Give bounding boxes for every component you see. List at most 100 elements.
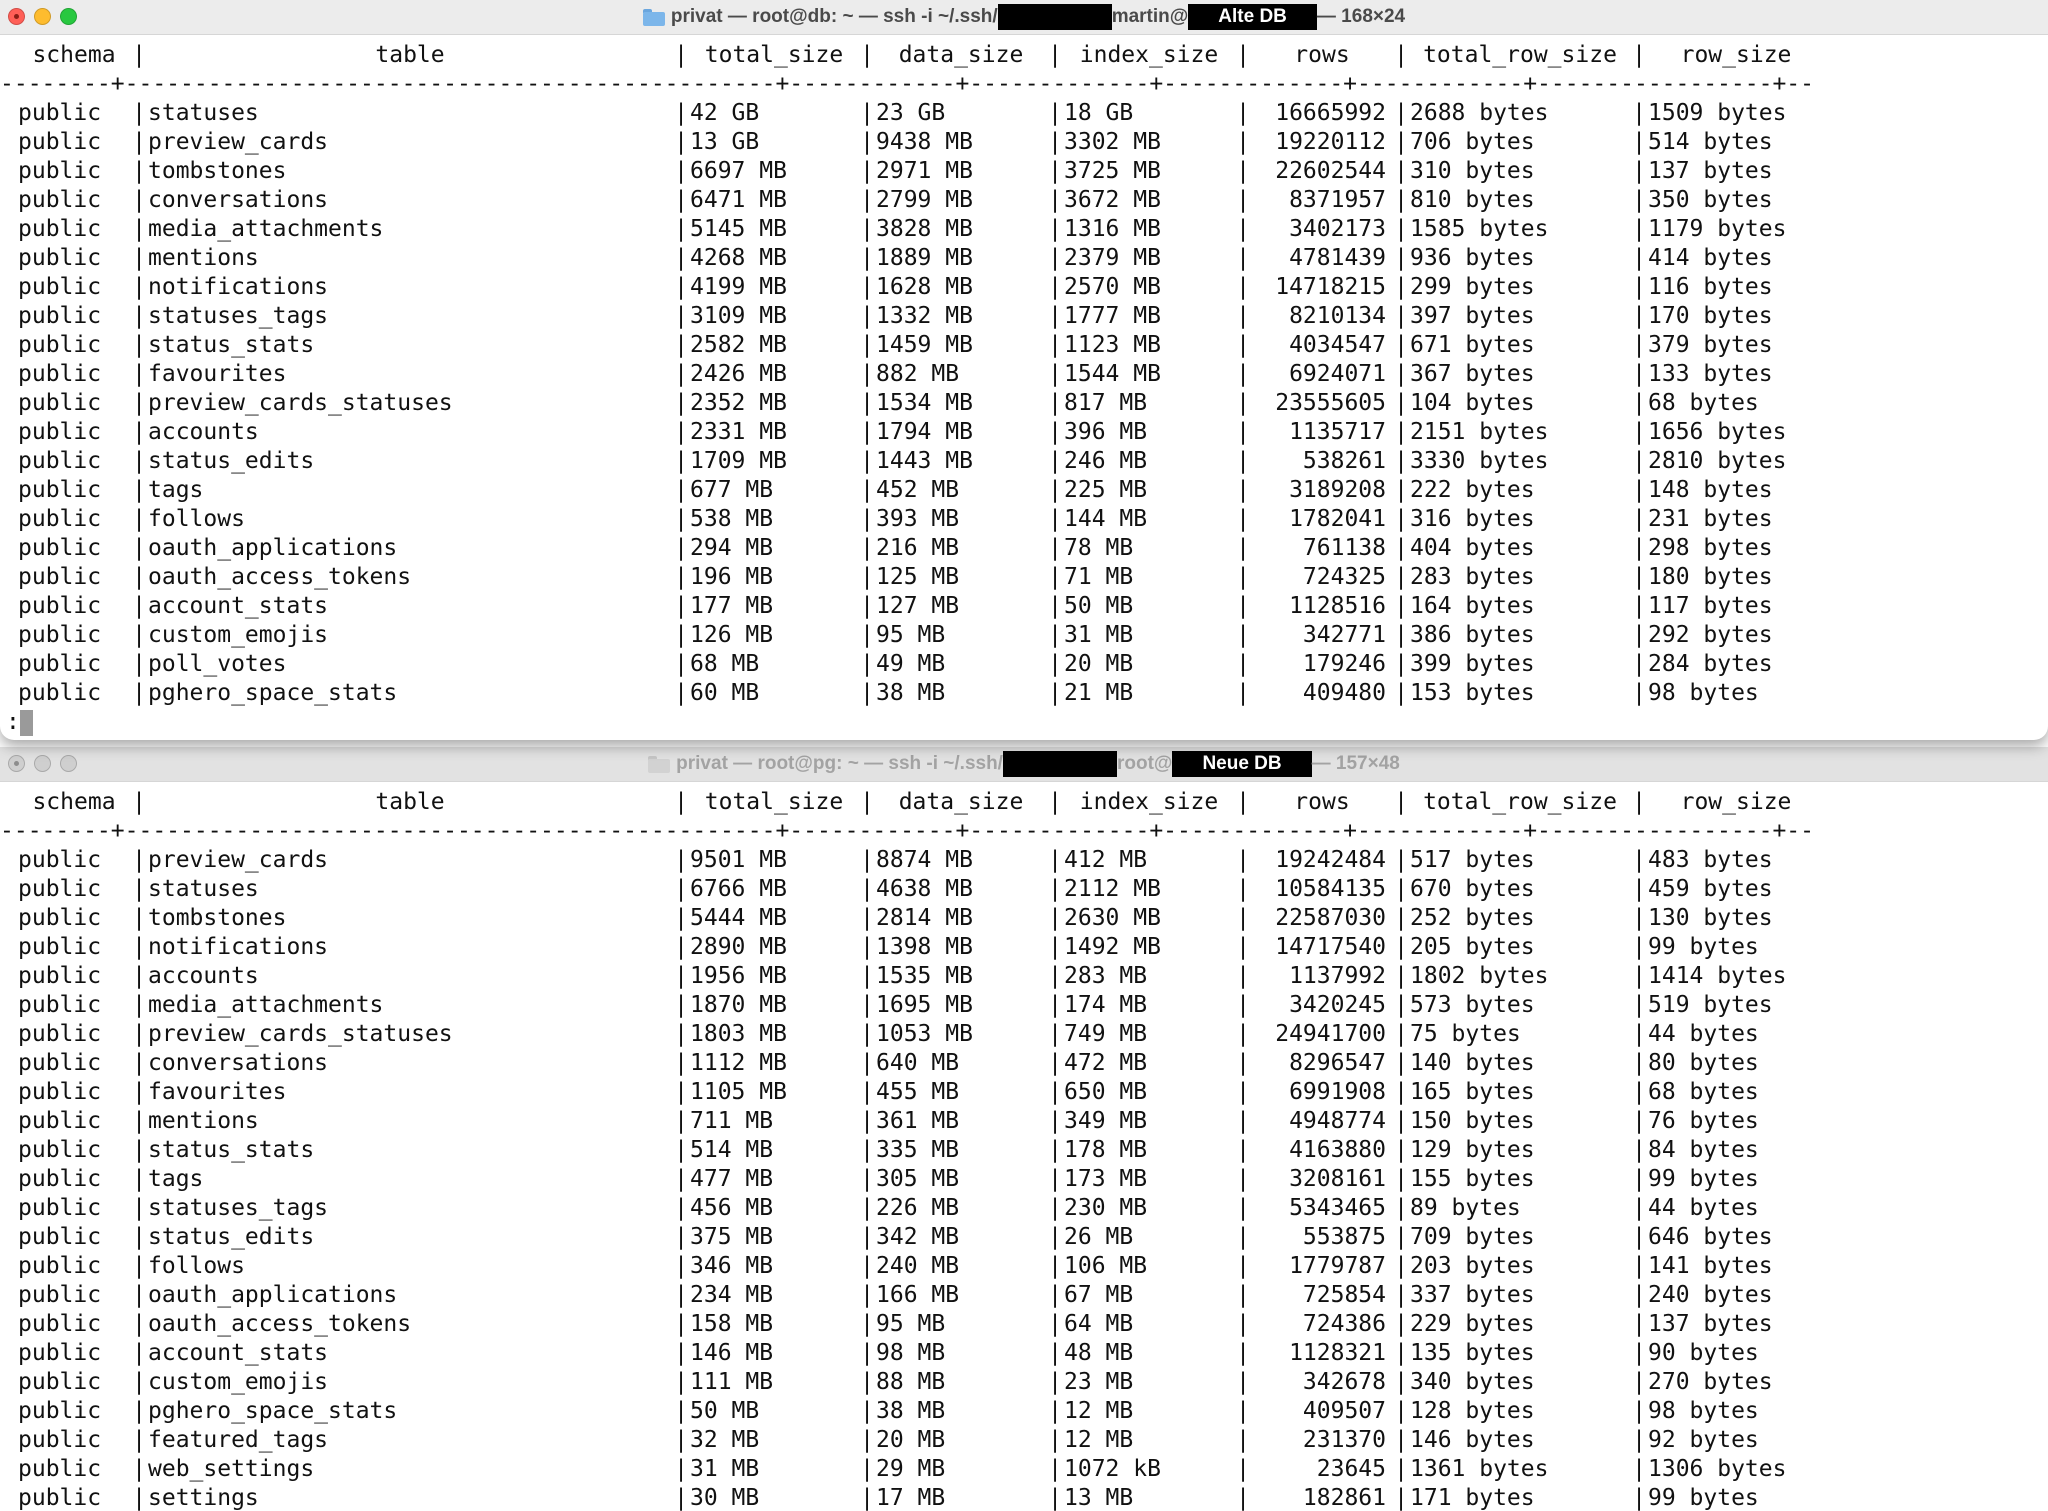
cell-row-size: 483 bytes [1648, 847, 1773, 873]
pipe-divider: | [860, 1166, 874, 1192]
pipe-divider: | [1394, 1340, 1408, 1366]
cell-data-size: 452 MB [876, 477, 960, 503]
pipe-divider [0, 679, 18, 708]
cell-row-size: 1414 bytes [1648, 963, 1787, 989]
pipe-divider: | [1394, 477, 1408, 503]
cell-rows: 1779787 [1289, 1253, 1386, 1279]
pipe-divider: | [1236, 42, 1250, 68]
terminal-window-new-db[interactable]: privat — root@pg: ~ — ssh -i ~/.ssh/ roo… [0, 747, 2048, 1511]
pipe-divider: | [1048, 934, 1062, 960]
cell-index-size: 396 MB [1064, 419, 1148, 445]
pipe-divider: | [674, 100, 688, 126]
cell-total-row-size: 1802 bytes [1410, 963, 1549, 989]
cell-total-row-size: 337 bytes [1410, 1282, 1535, 1308]
table-row: public | oauth_access_tokens | 196 MB | 125 MB… [0, 563, 2048, 592]
pipe-divider: | [674, 1311, 688, 1337]
maximize-button[interactable] [60, 8, 77, 25]
pipe-divider: | [132, 593, 146, 619]
pipe-divider: | [1236, 789, 1250, 815]
cell-total-row-size: 252 bytes [1410, 905, 1535, 931]
cell-schema: public [18, 564, 102, 590]
pipe-divider [0, 128, 18, 157]
cell-row-size: 76 bytes [1648, 1108, 1759, 1134]
minimize-button[interactable] [34, 755, 51, 772]
pipe-divider: | [860, 905, 874, 931]
pipe-divider: | [1236, 1369, 1250, 1395]
cell-total-size: 3109 MB [690, 303, 787, 329]
pipe-divider [0, 991, 18, 1020]
pipe-divider [0, 244, 18, 273]
table-row: public | account_stats | 177 MB | 127 MB | 50 MB… [0, 592, 2048, 621]
pipe-divider: | [1632, 934, 1646, 960]
cell-index-size: 78 MB [1064, 535, 1134, 561]
title-bar[interactable]: privat — root@db: ~ — ssh -i ~/.ssh/ mar… [0, 0, 2048, 35]
cell-row-size: 180 bytes [1648, 564, 1773, 590]
pipe-divider: | [674, 876, 688, 902]
pipe-divider: | [1048, 245, 1062, 271]
pipe-divider: | [1236, 390, 1250, 416]
pipe-divider: | [1236, 158, 1250, 184]
cell-data-size: 305 MB [876, 1166, 960, 1192]
pipe-divider: | [1632, 622, 1646, 648]
close-button[interactable] [8, 8, 25, 25]
cell-total-row-size: 517 bytes [1410, 847, 1535, 873]
pipe-divider: | [1632, 1021, 1646, 1047]
title-size: — 157×48 [1311, 753, 1400, 774]
cell-row-size: 80 bytes [1648, 1050, 1759, 1076]
cell-table: statuses [148, 876, 259, 902]
close-button[interactable] [8, 755, 25, 772]
cell-rows: 3208161 [1289, 1166, 1386, 1192]
pager-prompt[interactable]: : [0, 708, 2048, 737]
cell-rows: 8210134 [1289, 303, 1386, 329]
pipe-divider: | [674, 564, 688, 590]
pipe-divider [0, 360, 18, 389]
pipe-divider: | [1394, 1282, 1408, 1308]
terminal-output[interactable]: schema | table | total_size | data_size | index_… [0, 788, 2048, 1511]
pipe-divider: | [674, 361, 688, 387]
title-bar[interactable]: privat — root@pg: ~ — ssh -i ~/.ssh/ roo… [0, 747, 2048, 782]
cell-index-size: 3672 MB [1064, 187, 1161, 213]
cell-row-size: 270 bytes [1648, 1369, 1773, 1395]
pipe-divider: | [1394, 876, 1408, 902]
table-row: public | web_settings | 31 MB | 29 MB | 1072 kB |… [0, 1455, 2048, 1484]
minimize-button[interactable] [34, 8, 51, 25]
cell-total-size: 1105 MB [690, 1079, 787, 1105]
pipe-divider: | [1048, 390, 1062, 416]
cell-total-row-size: 155 bytes [1410, 1166, 1535, 1192]
header-col-table: table [375, 42, 445, 68]
cell-index-size: 20 MB [1064, 651, 1134, 677]
cell-row-size: 240 bytes [1648, 1282, 1773, 1308]
pipe-divider: | [1236, 1050, 1250, 1076]
pipe-divider: | [132, 1456, 146, 1482]
table-row: public | accounts | 2331 MB | 1794 MB | 396 MB | 1… [0, 418, 2048, 447]
pipe-divider: | [1236, 100, 1250, 126]
terminal-output[interactable]: schema | table | total_size | data_size | index_… [0, 41, 2048, 737]
pipe-divider: | [132, 1427, 146, 1453]
pipe-divider: | [674, 680, 688, 706]
cell-row-size: 130 bytes [1648, 905, 1773, 931]
pipe-divider [0, 476, 18, 505]
cell-index-size: 225 MB [1064, 477, 1148, 503]
maximize-button[interactable] [60, 755, 77, 772]
table-row: public | tags | 477 MB | 305 MB | 173 MB | 3208161… [0, 1165, 2048, 1194]
cell-rows: 5343465 [1289, 1195, 1386, 1221]
pipe-divider [0, 1339, 18, 1368]
cell-schema: public [18, 1427, 102, 1453]
pipe-divider: | [860, 680, 874, 706]
cell-data-size: 361 MB [876, 1108, 960, 1134]
pipe-divider: | [860, 303, 874, 329]
title-size: — 168×24 [1316, 6, 1406, 27]
pipe-divider: | [1236, 905, 1250, 931]
window-title: privat — root@pg: ~ — ssh -i ~/.ssh/ roo… [648, 751, 1400, 777]
cell-total-row-size: 386 bytes [1410, 622, 1535, 648]
pipe-divider [0, 1252, 18, 1281]
cell-total-row-size: 3330 bytes [1410, 448, 1549, 474]
pipe-divider: | [1048, 187, 1062, 213]
pipe-divider: | [1048, 992, 1062, 1018]
cell-schema: public [18, 332, 102, 358]
pipe-divider: | [1236, 1079, 1250, 1105]
terminal-window-old-db[interactable]: privat — root@db: ~ — ssh -i ~/.ssh/ mar… [0, 0, 2048, 740]
pipe-divider: | [674, 187, 688, 213]
pipe-divider: | [860, 1311, 874, 1337]
cell-data-size: 23 GB [876, 100, 946, 126]
